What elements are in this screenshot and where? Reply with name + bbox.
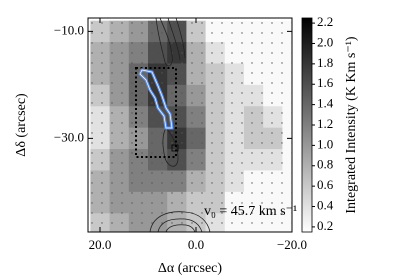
overlay [88,18,292,232]
colorbar-tick-label: 1.0 [317,136,333,151]
plot-frame [87,17,293,233]
colorbar-tick-label: 2.2 [317,14,333,29]
y-axis-label: Δδ (arcsec) [14,93,29,157]
x-tick-label: 20.0 [89,237,112,252]
colorbar-tick-label: 1.4 [317,96,334,111]
x-tick-label: −20.0 [277,237,307,252]
dot-grid [88,18,292,232]
annotation: v₀ = 45.7 km s⁻¹ [204,204,297,219]
colorbar-tick-label: 0.8 [317,157,333,172]
colorbar-tick-label: 0.4 [317,198,334,213]
box [135,67,177,158]
x-tick-label: 0.0 [188,237,204,252]
colorbar-tick-label: 1.2 [317,116,333,131]
colorbar [301,17,313,233]
colorbar-label: Integrated Intensity (K Km s⁻¹) [344,36,359,214]
contours [149,18,211,232]
colorbar-tick-label: 1.8 [317,55,333,70]
colorbar-tick-label: 0.6 [317,177,334,192]
outflow-inner [139,69,173,129]
y-tick-label: −30.0 [54,129,84,144]
colorbar-tick-label: 2.0 [317,34,333,49]
x-axis-label: Δα (arcsec) [158,261,222,276]
colorbar-tick-label: 0.2 [317,218,333,233]
y-tick-label: −10.0 [54,22,84,37]
colorbar-tick-label: 1.6 [317,75,334,90]
